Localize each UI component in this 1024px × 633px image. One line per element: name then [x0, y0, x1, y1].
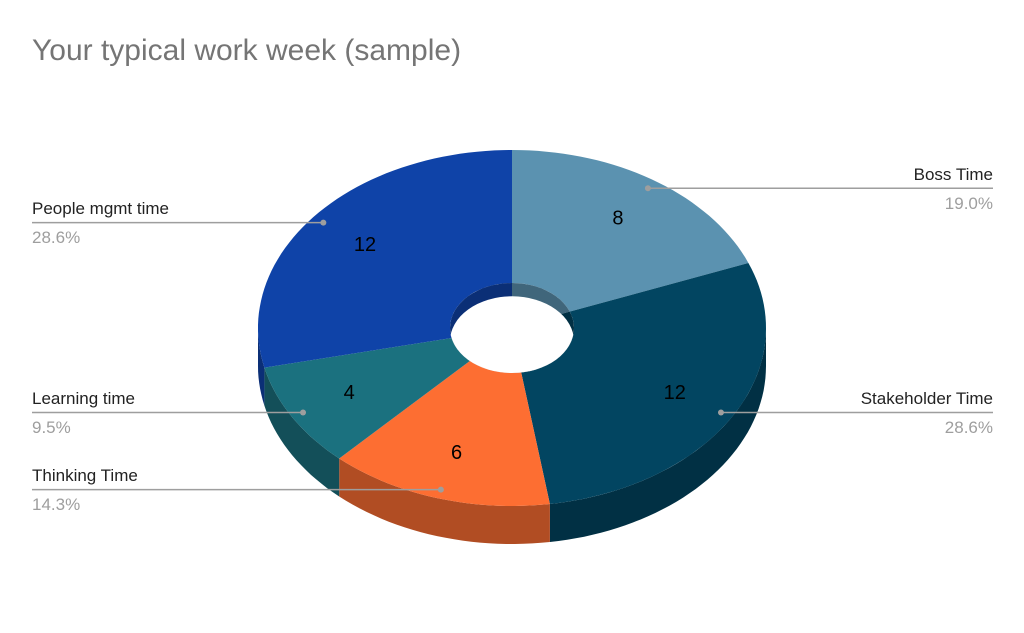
hole-floor	[450, 296, 574, 373]
leader-dot	[644, 185, 651, 192]
slice	[258, 150, 512, 368]
slice	[521, 263, 766, 504]
slice-side	[258, 328, 265, 406]
percent-label: 9.5%	[32, 418, 71, 437]
legend-label: Learning time	[32, 389, 135, 408]
value-label: 4	[344, 382, 355, 404]
slice-side	[339, 458, 550, 544]
value-label: 12	[664, 382, 686, 404]
slice	[264, 338, 470, 459]
slice	[512, 150, 749, 312]
percent-label: 28.6%	[32, 228, 80, 247]
value-label: 8	[612, 207, 623, 229]
leader-dot	[717, 409, 724, 416]
leader-dot	[437, 486, 444, 493]
legend-label: Thinking Time	[32, 466, 138, 485]
percent-label: 14.3%	[32, 495, 80, 514]
value-label: 12	[354, 234, 376, 256]
percent-label: 28.6%	[945, 418, 993, 437]
slice-side	[549, 328, 766, 542]
legend-label: Boss Time	[914, 165, 993, 184]
legend-label: Stakeholder Time	[861, 389, 993, 408]
leader-dot	[300, 409, 307, 416]
chart-title: Your typical work week (sample)	[32, 34, 461, 67]
percent-label: 19.0%	[945, 194, 993, 213]
legend-label: People mgmt time	[32, 199, 169, 218]
value-label: 6	[451, 442, 462, 464]
slice-side	[264, 367, 340, 497]
leader-dot	[320, 219, 327, 226]
slice	[339, 361, 550, 506]
